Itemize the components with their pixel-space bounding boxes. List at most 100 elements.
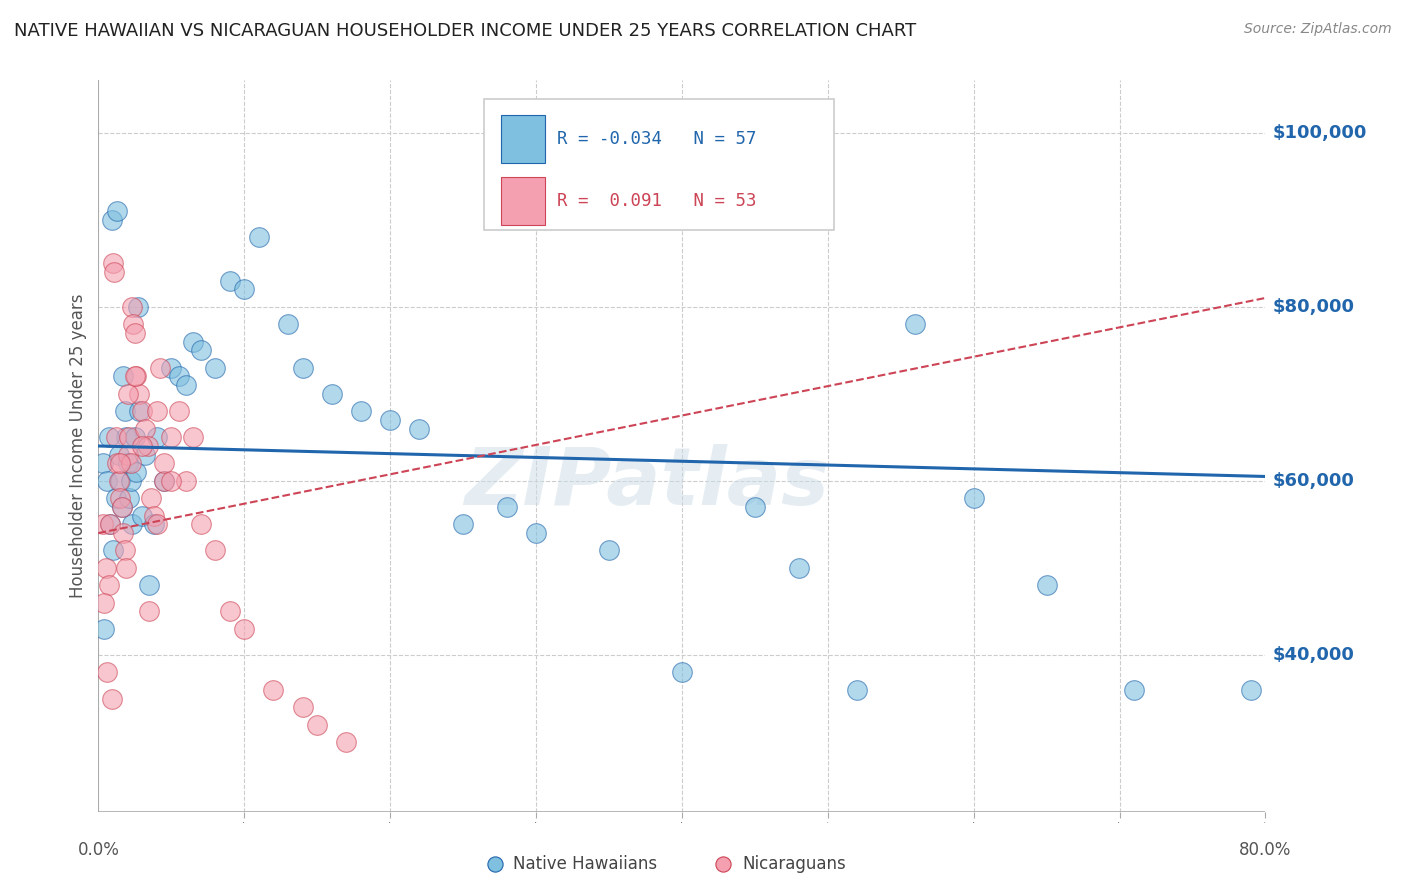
Point xyxy=(97,430,120,444)
Point xyxy=(101,256,124,270)
Point xyxy=(136,439,159,453)
Point xyxy=(291,360,314,375)
Point xyxy=(120,457,142,471)
Point xyxy=(134,448,156,462)
Point xyxy=(598,543,620,558)
Point xyxy=(115,430,138,444)
Point xyxy=(111,500,134,514)
Point xyxy=(91,457,114,471)
Text: 80.0%: 80.0% xyxy=(1239,841,1292,859)
Point xyxy=(110,474,132,488)
Point xyxy=(204,360,226,375)
Point xyxy=(91,517,114,532)
Point xyxy=(96,474,118,488)
Point xyxy=(114,543,136,558)
Point xyxy=(233,282,256,296)
Point xyxy=(117,448,139,462)
Point xyxy=(127,300,149,314)
Point xyxy=(160,430,183,444)
Point xyxy=(218,274,240,288)
Point xyxy=(190,517,212,532)
Point xyxy=(121,517,143,532)
Point xyxy=(146,404,169,418)
Point xyxy=(1035,578,1057,592)
Point xyxy=(103,265,125,279)
Point xyxy=(125,465,148,479)
Point xyxy=(117,457,139,471)
Text: 0.0%: 0.0% xyxy=(77,841,120,859)
Point xyxy=(451,517,474,532)
Point xyxy=(160,474,183,488)
Text: Source: ZipAtlas.com: Source: ZipAtlas.com xyxy=(1244,22,1392,37)
Point xyxy=(124,326,146,340)
FancyBboxPatch shape xyxy=(501,178,546,225)
Point xyxy=(111,500,134,514)
Point xyxy=(138,578,160,592)
Text: $40,000: $40,000 xyxy=(1272,646,1354,664)
Text: Native Hawaiians: Native Hawaiians xyxy=(513,855,657,873)
Text: $100,000: $100,000 xyxy=(1272,123,1367,142)
Point xyxy=(118,491,141,506)
Point xyxy=(138,604,160,618)
Point xyxy=(101,543,124,558)
Point xyxy=(845,682,868,697)
Point xyxy=(262,682,284,697)
Point xyxy=(142,517,165,532)
Point xyxy=(277,317,299,331)
Text: ZIPatlas: ZIPatlas xyxy=(464,443,830,522)
Text: R = -0.034   N = 57: R = -0.034 N = 57 xyxy=(557,130,756,148)
Point xyxy=(904,317,927,331)
Point xyxy=(350,404,373,418)
Point xyxy=(117,386,139,401)
Point xyxy=(122,317,145,331)
Point xyxy=(218,604,240,618)
Point xyxy=(153,474,176,488)
Point xyxy=(153,474,176,488)
Point xyxy=(307,717,329,731)
Point xyxy=(174,474,197,488)
Point xyxy=(495,500,517,514)
Point xyxy=(149,360,172,375)
Point xyxy=(125,369,148,384)
Point xyxy=(153,457,176,471)
Point xyxy=(378,413,402,427)
Point xyxy=(121,300,143,314)
Point xyxy=(204,543,226,558)
Point xyxy=(104,430,127,444)
Point xyxy=(787,561,810,575)
Point xyxy=(233,622,256,636)
FancyBboxPatch shape xyxy=(501,115,546,162)
Point xyxy=(118,430,141,444)
Point xyxy=(131,508,153,523)
Point xyxy=(1240,682,1263,697)
Point xyxy=(112,369,135,384)
Point xyxy=(93,596,115,610)
Point xyxy=(146,430,169,444)
Point xyxy=(408,421,430,435)
Point xyxy=(105,203,128,218)
Point xyxy=(139,491,162,506)
Point xyxy=(174,378,197,392)
Point xyxy=(96,665,118,680)
Point xyxy=(112,526,135,541)
Point xyxy=(100,212,122,227)
Point xyxy=(131,439,153,453)
Point xyxy=(128,386,150,401)
Point xyxy=(104,491,127,506)
Text: $60,000: $60,000 xyxy=(1272,472,1354,490)
Point xyxy=(181,334,204,349)
Point xyxy=(291,700,314,714)
Point xyxy=(671,665,693,680)
Point xyxy=(97,578,120,592)
Point xyxy=(94,561,117,575)
Point xyxy=(108,474,131,488)
Point xyxy=(134,421,156,435)
Point xyxy=(105,457,128,471)
Point xyxy=(146,517,169,532)
Point xyxy=(100,691,122,706)
Point xyxy=(167,404,190,418)
Point xyxy=(160,360,183,375)
Point xyxy=(167,369,190,384)
Point xyxy=(108,448,131,462)
Point xyxy=(115,561,138,575)
